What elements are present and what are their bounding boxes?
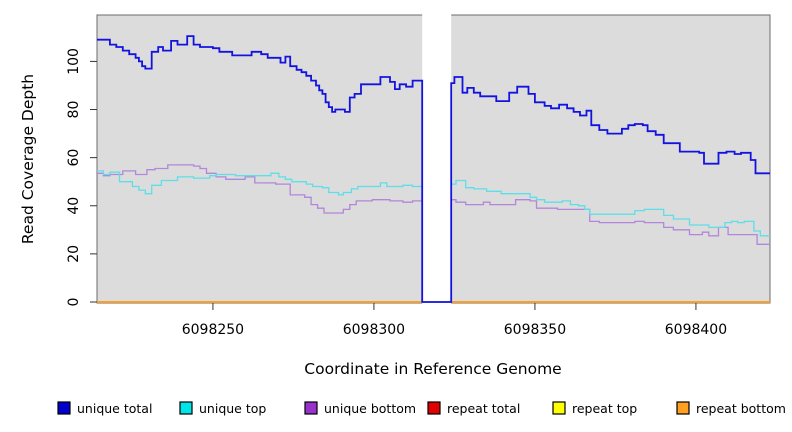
x-axis-title: Coordinate in Reference Genome: [304, 360, 561, 378]
legend-label-repeat-top: repeat top: [572, 401, 637, 416]
y-tick-label: 60: [66, 149, 82, 167]
y-tick-label: 100: [66, 48, 82, 75]
y-tick-label: 40: [66, 197, 82, 215]
legend-item-repeat-total: repeat total: [427, 401, 520, 416]
legend-label-unique-bottom: unique bottom: [324, 401, 416, 416]
x-tick-label: 6098400: [665, 322, 727, 338]
legend-label-unique-total: unique total: [77, 401, 152, 416]
y-tick-label: 0: [66, 298, 82, 307]
series-line-unique-total: [97, 35, 770, 303]
series-line-unique-bottom: [97, 164, 770, 303]
y-tick-label: 80: [66, 101, 82, 119]
legend-swatch-unique-bottom: [304, 401, 318, 415]
legend-label-repeat-bottom: repeat bottom: [696, 401, 786, 416]
x-tick-label: 6098350: [504, 322, 566, 338]
y-tick-label: 20: [66, 245, 82, 263]
legend-swatch-unique-total: [57, 401, 71, 415]
series-line-unique-top: [97, 170, 770, 303]
legend-item-unique-total: unique total: [57, 401, 152, 416]
legend-label-unique-top: unique top: [199, 401, 266, 416]
legend-item-unique-bottom: unique bottom: [304, 401, 416, 416]
legend: unique total unique top unique bottom repea…: [57, 401, 786, 416]
axes-layer: 6098250 6098300 6098350 6098400 0 20 40 60 80 100: [66, 48, 727, 338]
x-tick-label: 6098250: [182, 322, 244, 338]
legend-label-repeat-total: repeat total: [447, 401, 520, 416]
legend-item-unique-top: unique top: [179, 401, 266, 416]
series-layer: [97, 10, 770, 304]
legend-swatch-unique-top: [179, 401, 193, 415]
y-axis-title: Read Coverage Depth: [19, 74, 37, 244]
no-data-gap: [422, 10, 452, 304]
x-tick-label: 6098300: [343, 322, 405, 338]
legend-swatch-repeat-top: [552, 401, 566, 415]
legend-item-repeat-top: repeat top: [552, 401, 637, 416]
legend-swatch-repeat-bottom: [676, 401, 690, 415]
legend-item-repeat-bottom: repeat bottom: [676, 401, 786, 416]
legend-swatch-repeat-total: [427, 401, 441, 415]
